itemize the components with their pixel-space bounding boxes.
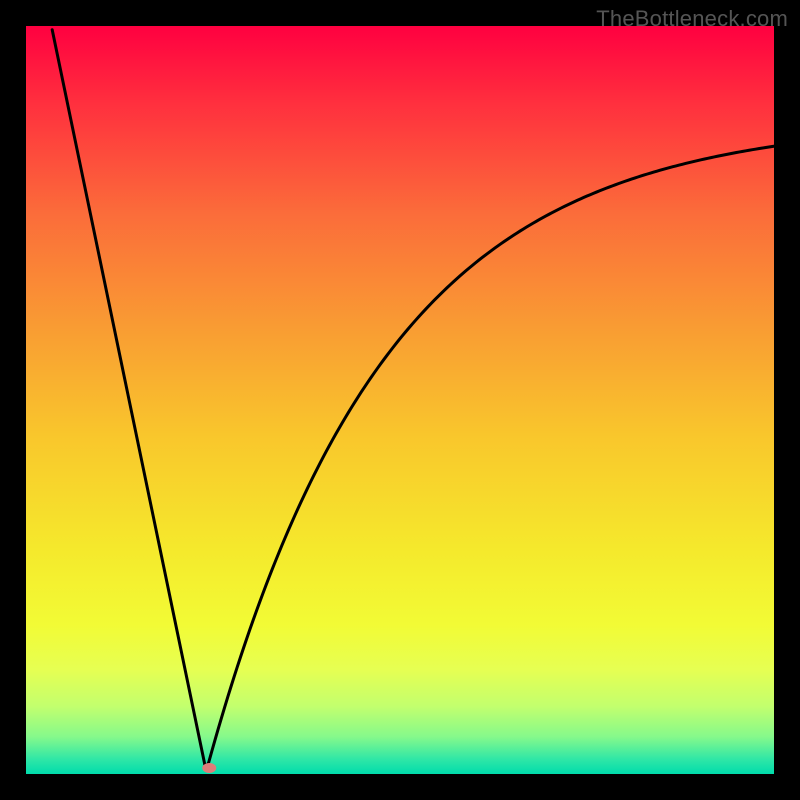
chart-container: TheBottleneck.com: [0, 0, 800, 800]
watermark-label: TheBottleneck.com: [596, 6, 788, 32]
minimum-marker: [202, 763, 216, 773]
chart-plot-background: [26, 26, 774, 774]
bottleneck-chart: [0, 0, 800, 800]
